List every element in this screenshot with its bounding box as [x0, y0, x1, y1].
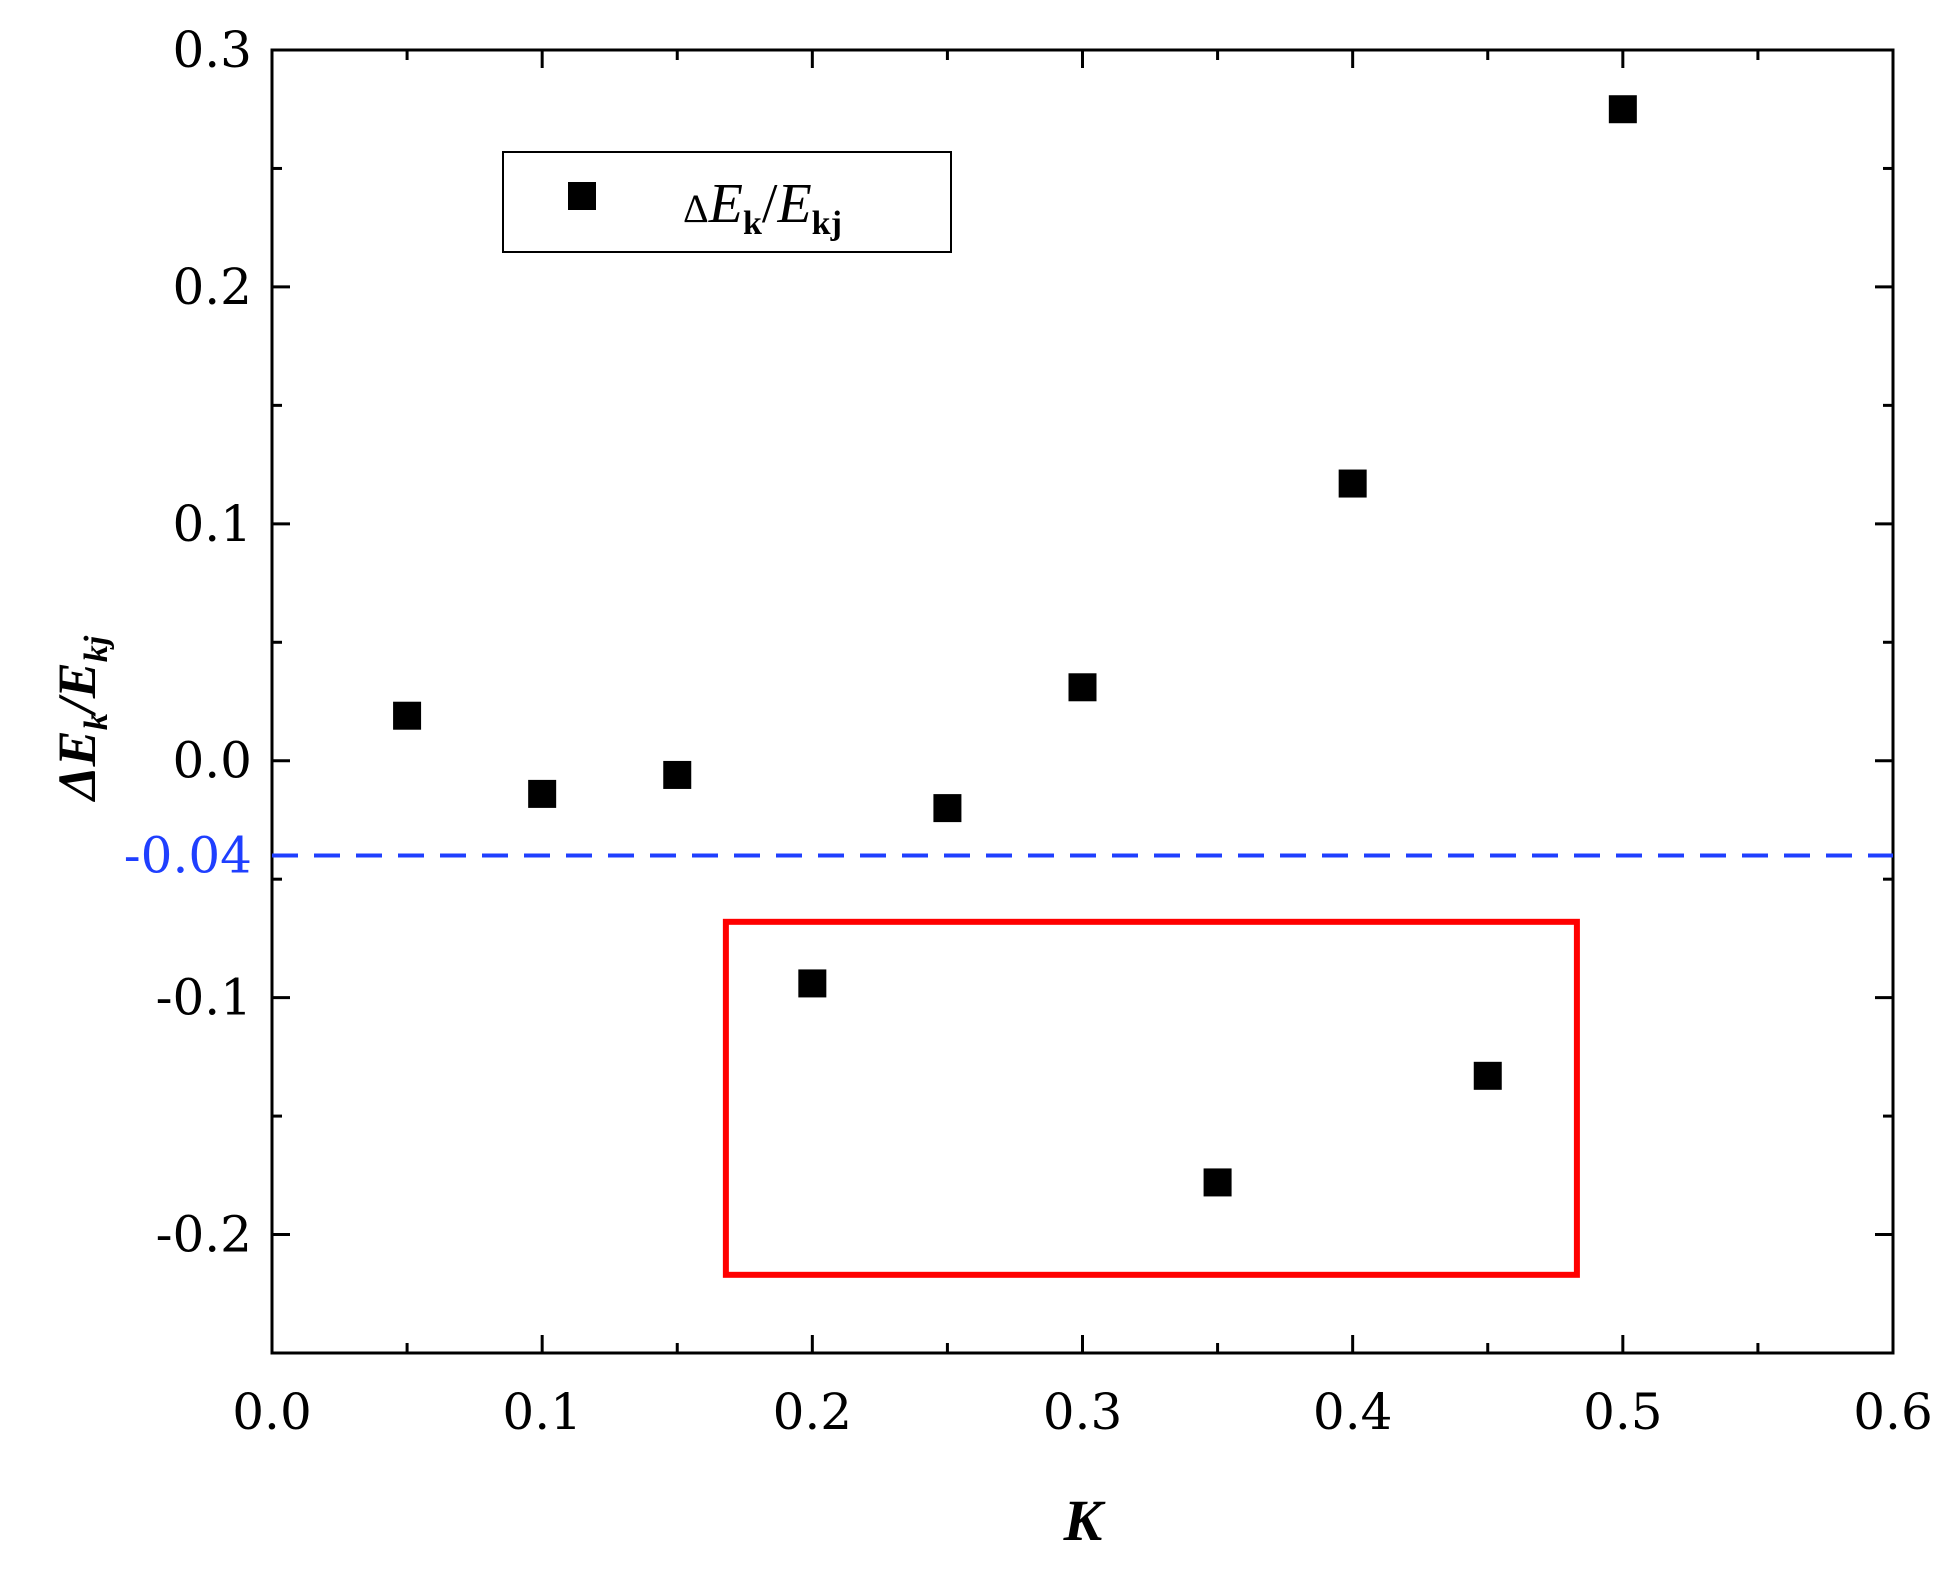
- legend-e2: E: [776, 173, 811, 235]
- x-tick-label: 0.4: [1313, 1383, 1393, 1441]
- legend-sub-k: k: [743, 205, 762, 242]
- data-point: [1068, 673, 1097, 702]
- legend-sub-kj: kj: [812, 205, 842, 242]
- x-tick-label: 0.2: [773, 1383, 853, 1441]
- axis-tick-labels: 0.0 0.1 0.2 0.3 0.4 0.5 0.6 0.3 0.2 0.1 0.0 -0.1 -0.…: [156, 21, 1933, 1441]
- y-title-e: E: [47, 730, 107, 767]
- data-point: [393, 701, 422, 730]
- data-point: [798, 969, 827, 998]
- y-title-e2: E: [47, 662, 107, 699]
- y-tick-label: 0.3: [172, 21, 252, 79]
- reference-line-label: -0.04: [124, 826, 252, 884]
- legend-label: ΔEk/Ekj: [683, 173, 842, 242]
- x-tick-label: 0.6: [1853, 1383, 1933, 1441]
- y-tick-label: 0.1: [172, 495, 252, 553]
- y-title-sub-kj: kj: [78, 635, 115, 662]
- x-tick-label: 0.1: [502, 1383, 582, 1441]
- data-point: [1608, 95, 1637, 124]
- legend-delta: Δ: [683, 186, 709, 231]
- axis-ticks: [270, 48, 1895, 1355]
- legend-marker: [568, 182, 596, 210]
- legend-e: E: [708, 173, 743, 235]
- data-point: [1338, 469, 1367, 498]
- y-title-sub-k: k: [78, 713, 115, 730]
- y-tick-label: 0.0: [172, 732, 252, 790]
- data-point: [933, 794, 962, 823]
- x-tick-label: 0.0: [232, 1383, 312, 1441]
- y-tick-label: -0.2: [156, 1206, 252, 1264]
- data-point: [1473, 1061, 1502, 1090]
- x-axis-title: K: [1063, 1488, 1106, 1553]
- data-point: [528, 779, 557, 808]
- y-title-delta: Δ: [47, 766, 107, 802]
- x-tick-label: 0.5: [1583, 1383, 1663, 1441]
- legend-slash: /: [762, 173, 778, 235]
- data-point: [1203, 1168, 1232, 1197]
- highlight-box: [722, 918, 1580, 1278]
- y-tick-label: 0.2: [172, 258, 252, 316]
- data-points: [393, 95, 1637, 1197]
- y-tick-label: -0.1: [156, 969, 252, 1027]
- data-point: [663, 760, 692, 789]
- y-axis-title: ΔEk/Ekj: [47, 635, 115, 802]
- legend: ΔEk/Ekj: [502, 151, 952, 253]
- x-tick-label: 0.3: [1043, 1383, 1123, 1441]
